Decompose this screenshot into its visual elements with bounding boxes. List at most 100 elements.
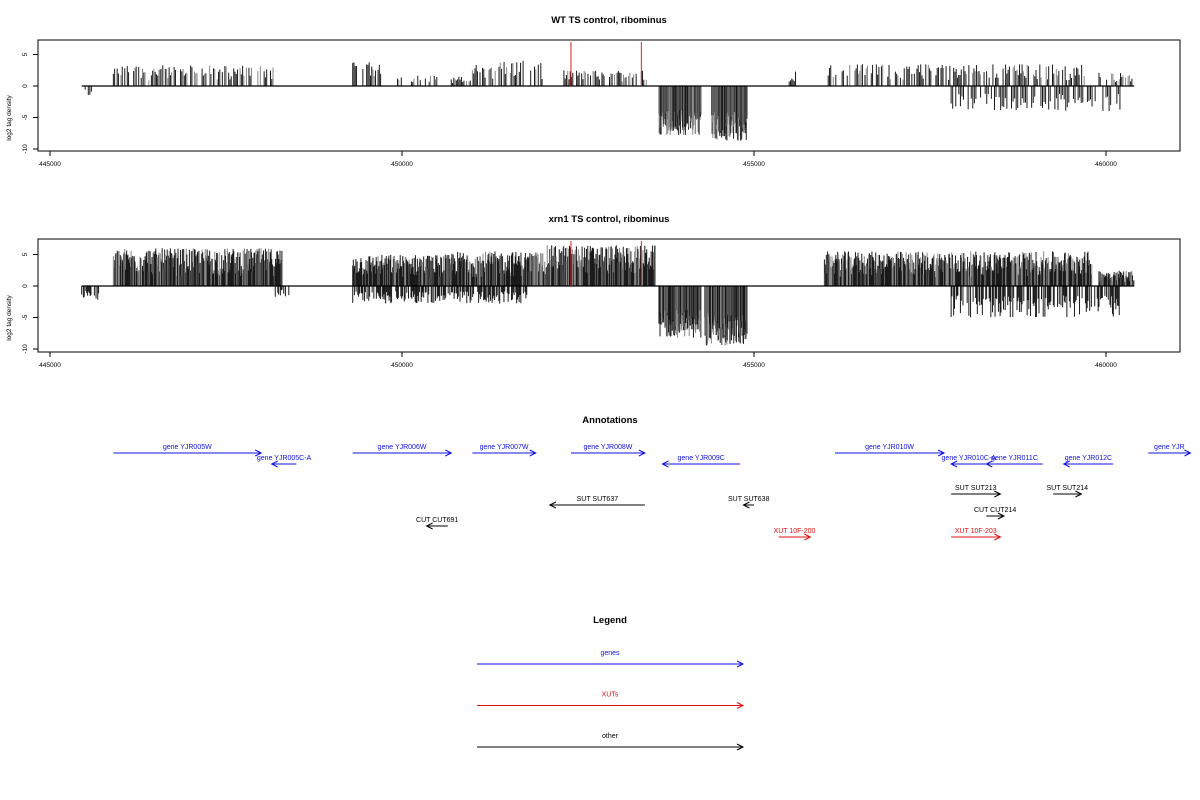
annotation-feature: gene YJR010W bbox=[834, 444, 946, 457]
wt-bar-group bbox=[81, 42, 1135, 141]
xrn1-y-tick-label: -5 bbox=[22, 314, 29, 320]
xrn1-y-axis-label: log2 tag density bbox=[6, 294, 13, 340]
legend-item: genes bbox=[477, 650, 745, 668]
legend-arrow bbox=[477, 743, 745, 751]
annotation-label: SUT SUT638 bbox=[728, 496, 770, 503]
annotation-feature: gene YJR005W bbox=[113, 444, 263, 457]
annotation-arrow bbox=[472, 449, 537, 457]
annotation-arrow bbox=[778, 533, 812, 541]
xrn1-bar-group bbox=[81, 241, 1135, 346]
xrn1-plot-frame bbox=[37, 238, 1181, 353]
annotation-arrow bbox=[661, 460, 740, 468]
annotation-label: gene YJR010W bbox=[865, 444, 914, 451]
annotation-feature: gene YJR009C bbox=[661, 455, 740, 468]
wt-plot-frame bbox=[37, 39, 1181, 152]
wt-x-tick-label: 445000 bbox=[39, 161, 61, 168]
wt-y-tick-label: -5 bbox=[22, 114, 29, 120]
annotation-feature: gene YJR007W bbox=[472, 444, 537, 457]
annotation-arrow bbox=[1148, 449, 1192, 457]
annotation-label: gene YJR011C bbox=[991, 455, 1038, 462]
annotation-features: gene YJR005W gene YJR005C-A gene YJR006W ge… bbox=[113, 444, 1192, 541]
annotation-feature: gene YJR006W bbox=[352, 444, 453, 457]
annotation-feature: gene YJR005C-A bbox=[257, 455, 312, 468]
annotation-label: gene YJR bbox=[1154, 444, 1185, 451]
xrn1-density-panel: xrn1 TS control, ribominus log2 tag dens… bbox=[6, 214, 1181, 369]
annotation-arrow bbox=[352, 449, 453, 457]
annotation-arrow bbox=[1053, 490, 1083, 498]
annotation-label: SUT SUT637 bbox=[577, 496, 619, 503]
annotation-feature: SUT SUT637 bbox=[548, 496, 645, 509]
annotation-arrow bbox=[951, 533, 1002, 541]
annotation-arrow bbox=[985, 460, 1043, 468]
annotation-feature: SUT SUT638 bbox=[728, 496, 770, 509]
annotation-arrow bbox=[950, 460, 987, 468]
annotation-label: gene YJR005W bbox=[163, 444, 212, 451]
annotations-title: Annotations bbox=[582, 415, 637, 426]
xrn1-axis-ticks: -10 -5 0 5 445000 450000 455000 460000 bbox=[22, 252, 1117, 369]
annotation-feature: gene YJR bbox=[1148, 444, 1192, 457]
annotation-label: XUT 10F-203 bbox=[955, 528, 997, 535]
annotation-label: gene YJR005C-A bbox=[257, 455, 312, 462]
wt-panel-title: WT TS control, ribominus bbox=[551, 15, 667, 26]
xrn1-y-tick-label: 0 bbox=[22, 284, 29, 288]
wt-axis-ticks: -10 -5 0 5 445000 450000 455000 460000 bbox=[22, 52, 1117, 168]
xrn1-panel-title: xrn1 TS control, ribominus bbox=[549, 214, 670, 225]
annotation-feature: gene YJR010C-A bbox=[942, 455, 997, 468]
annotation-arrow bbox=[1062, 460, 1114, 468]
xrn1-x-tick-label: 445000 bbox=[39, 362, 61, 369]
annotation-label: gene YJR006W bbox=[378, 444, 427, 451]
annotation-label: gene YJR008W bbox=[583, 444, 632, 451]
annotation-label: gene YJR012C bbox=[1065, 455, 1112, 462]
annotation-arrow bbox=[570, 449, 646, 457]
annotation-arrow bbox=[834, 449, 946, 457]
annotation-label: SUT SUT214 bbox=[1047, 485, 1089, 492]
annotation-feature: gene YJR012C bbox=[1062, 455, 1114, 468]
annotation-label: XUT 10F-200 bbox=[774, 528, 816, 535]
annotation-arrow bbox=[742, 501, 754, 509]
wt-density-panel: WT TS control, ribominus log2 tag densit… bbox=[6, 15, 1181, 168]
annotation-label: SUT SUT213 bbox=[955, 485, 997, 492]
annotation-label: CUT CUT214 bbox=[974, 507, 1016, 514]
legend: Legend genes XUTs other bbox=[477, 615, 745, 751]
legend-arrow bbox=[477, 660, 745, 668]
annotation-label: CUT CUT691 bbox=[416, 517, 458, 524]
wt-y-axis-label: log2 tag density bbox=[6, 94, 13, 140]
wt-x-tick-label: 455000 bbox=[743, 161, 765, 168]
legend-arrow bbox=[477, 702, 745, 709]
annotation-arrow bbox=[113, 449, 263, 457]
xrn1-x-tick-label: 455000 bbox=[743, 362, 765, 369]
xrn1-y-tick-label: -10 bbox=[22, 344, 29, 354]
xrn1-y-tick-label: 5 bbox=[22, 252, 29, 256]
annotation-arrow bbox=[425, 522, 448, 530]
annotation-arrow bbox=[951, 490, 1002, 498]
wt-y-tick-label: 0 bbox=[22, 84, 29, 88]
annotation-feature: SUT SUT213 bbox=[951, 485, 1002, 498]
annotation-feature: CUT CUT214 bbox=[974, 507, 1016, 520]
legend-title: Legend bbox=[593, 615, 627, 626]
annotation-label: gene YJR007W bbox=[480, 444, 529, 451]
legend-label: other bbox=[602, 733, 619, 740]
annotation-feature: SUT SUT214 bbox=[1047, 485, 1089, 498]
annotation-label: gene YJR010C-A bbox=[942, 455, 997, 462]
annotation-arrow bbox=[270, 460, 297, 468]
legend-item: XUTs bbox=[477, 692, 745, 709]
xrn1-x-tick-label: 450000 bbox=[391, 362, 413, 369]
wt-x-tick-label: 460000 bbox=[1095, 161, 1117, 168]
annotation-label: gene YJR009C bbox=[678, 455, 725, 462]
legend-item: other bbox=[477, 733, 745, 751]
wt-x-tick-label: 450000 bbox=[391, 161, 413, 168]
annotation-feature: gene YJR011C bbox=[985, 455, 1043, 468]
legend-items: genes XUTs other bbox=[477, 650, 745, 751]
annotation-feature: CUT CUT691 bbox=[416, 517, 458, 530]
wt-y-tick-label: -10 bbox=[22, 144, 29, 154]
wt-y-tick-label: 5 bbox=[22, 52, 29, 56]
legend-label: genes bbox=[600, 650, 620, 657]
legend-label: XUTs bbox=[602, 692, 619, 699]
annotation-feature: XUT 10F-203 bbox=[951, 528, 1002, 541]
annotation-arrow bbox=[986, 512, 1006, 520]
annotation-feature: XUT 10F-200 bbox=[774, 528, 816, 541]
annotation-feature: gene YJR008W bbox=[570, 444, 646, 457]
xrn1-x-tick-label: 460000 bbox=[1095, 362, 1117, 369]
